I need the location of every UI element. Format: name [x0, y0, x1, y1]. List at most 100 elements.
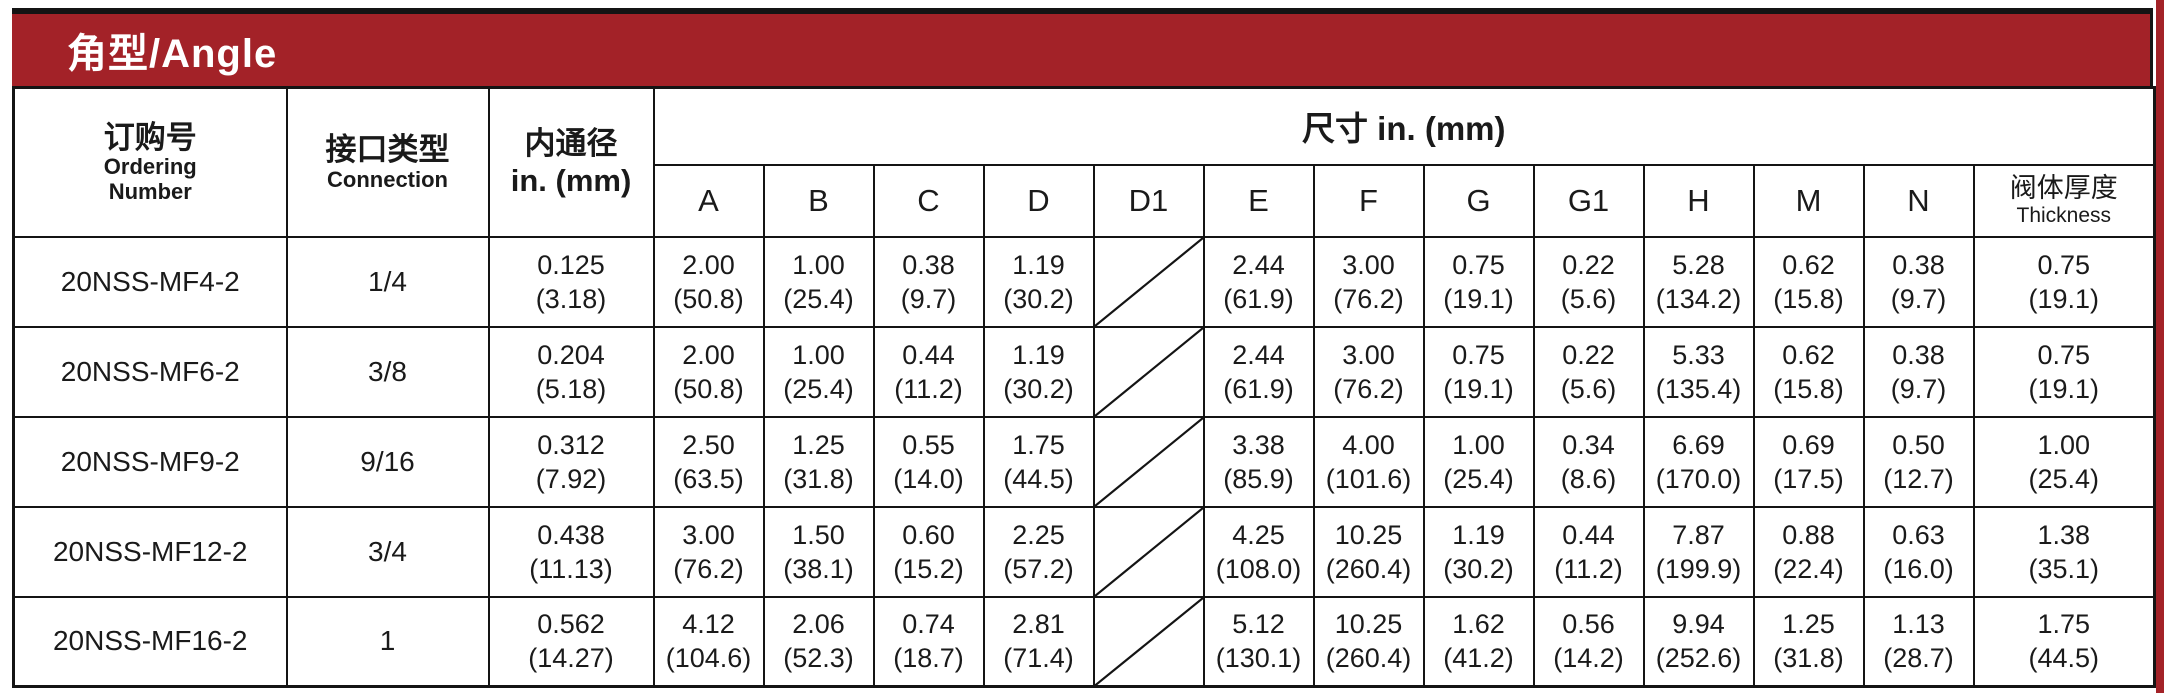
cell-ordering-number: 20NSS-MF9-2	[12, 415, 288, 508]
cell-dim-F: 3.00 (76.2)	[1312, 325, 1425, 418]
header-size-group: 尺寸 in. (mm)	[652, 86, 2156, 166]
header-ordering-number-zh: 订购号	[103, 119, 197, 155]
section-title-bar: 角型/Angle	[12, 14, 2153, 86]
cell-dim-B: 2.06 (52.3)	[762, 595, 875, 688]
cell-dim-A: 2.00 (50.8)	[652, 325, 765, 418]
cell-dim-D1-blank	[1092, 325, 1205, 418]
header-thickness: 阀体厚度 Thickness	[1972, 163, 2156, 238]
cell-connection: 1	[285, 595, 490, 688]
cell-bore: 0.204 (5.18)	[487, 325, 655, 418]
cell-dim-G1: 0.22 (5.6)	[1532, 235, 1645, 328]
cell-connection: 1/4	[285, 235, 490, 328]
header-ordering-number-en: Ordering Number	[103, 154, 197, 205]
header-dim-B: B	[762, 163, 875, 238]
cell-dim-B: 1.50 (38.1)	[762, 505, 875, 598]
header-dim-A: A	[652, 163, 765, 238]
cell-dim-D: 2.25 (57.2)	[982, 505, 1095, 598]
cell-dim-C: 0.55 (14.0)	[872, 415, 985, 508]
cell-dim-G1: 0.56 (14.2)	[1532, 595, 1645, 688]
cell-dim-G1: 0.22 (5.6)	[1532, 325, 1645, 418]
cell-thickness: 1.00 (25.4)	[1972, 415, 2156, 508]
header-dim-D1: D1	[1092, 163, 1205, 238]
cell-dim-F: 4.00 (101.6)	[1312, 415, 1425, 508]
cell-ordering-number: 20NSS-MF4-2	[12, 235, 288, 328]
cell-dim-G: 0.75 (19.1)	[1422, 325, 1535, 418]
dimensions-table: 订购号 Ordering Number 接口类型 Connection 内通径 …	[12, 86, 2157, 688]
cell-connection: 9/16	[285, 415, 490, 508]
diagonal-slash-line	[1095, 418, 1203, 506]
cell-dim-H: 5.28 (134.2)	[1642, 235, 1755, 328]
cell-dim-M: 1.25 (31.8)	[1752, 595, 1865, 688]
cell-dim-A: 4.12 (104.6)	[652, 595, 765, 688]
cell-dim-G: 0.75 (19.1)	[1422, 235, 1535, 328]
header-dim-H: H	[1642, 163, 1755, 238]
cell-dim-G: 1.19 (30.2)	[1422, 505, 1535, 598]
cell-dim-H: 6.69 (170.0)	[1642, 415, 1755, 508]
cell-connection: 3/8	[285, 325, 490, 418]
cell-dim-E: 2.44 (61.9)	[1202, 235, 1315, 328]
cell-dim-G: 1.00 (25.4)	[1422, 415, 1535, 508]
header-dim-E: E	[1202, 163, 1315, 238]
cell-dim-C: 0.60 (15.2)	[872, 505, 985, 598]
header-dim-G1: G1	[1532, 163, 1645, 238]
header-dim-C: C	[872, 163, 985, 238]
cell-dim-H: 5.33 (135.4)	[1642, 325, 1755, 418]
cell-dim-F: 3.00 (76.2)	[1312, 235, 1425, 328]
cell-thickness: 0.75 (19.1)	[1972, 325, 2156, 418]
cell-bore: 0.438 (11.13)	[487, 505, 655, 598]
cell-dim-N: 0.38 (9.7)	[1862, 325, 1975, 418]
cell-thickness: 0.75 (19.1)	[1972, 235, 2156, 328]
header-dim-M: M	[1752, 163, 1865, 238]
cell-dim-D1-blank	[1092, 505, 1205, 598]
cell-dim-D1-blank	[1092, 595, 1205, 688]
cell-dim-E: 2.44 (61.9)	[1202, 325, 1315, 418]
header-dim-D: D	[982, 163, 1095, 238]
diagonal-slash-line	[1095, 328, 1203, 416]
page-edge-accent-bar	[2156, 0, 2164, 693]
cell-bore: 0.125 (3.18)	[487, 235, 655, 328]
header-thickness-en: Thickness	[2016, 204, 2112, 228]
header-bore: 内通径 in. (mm)	[487, 86, 655, 238]
cell-dim-B: 1.00 (25.4)	[762, 235, 875, 328]
cell-ordering-number: 20NSS-MF6-2	[12, 325, 288, 418]
cell-dim-N: 0.50 (12.7)	[1862, 415, 1975, 508]
cell-dim-D: 2.81 (71.4)	[982, 595, 1095, 688]
header-dim-F: F	[1312, 163, 1425, 238]
cell-dim-E: 3.38 (85.9)	[1202, 415, 1315, 508]
header-connection: 接口类型 Connection	[285, 86, 490, 238]
cell-dim-G1: 0.44 (11.2)	[1532, 505, 1645, 598]
cell-dim-E: 5.12 (130.1)	[1202, 595, 1315, 688]
cell-dim-F: 10.25 (260.4)	[1312, 505, 1425, 598]
diagonal-slash-line	[1095, 508, 1203, 596]
top-rule-line	[12, 8, 2153, 14]
cell-dim-M: 0.62 (15.8)	[1752, 325, 1865, 418]
cell-dim-D1-blank	[1092, 235, 1205, 328]
table-row: 20NSS-MF16-2 1 0.562 (14.27) 4.12 (104.6…	[12, 595, 2156, 688]
cell-dim-C: 0.44 (11.2)	[872, 325, 985, 418]
cell-bore: 0.562 (14.27)	[487, 595, 655, 688]
cell-ordering-number: 20NSS-MF16-2	[12, 595, 288, 688]
header-connection-en: Connection	[327, 166, 448, 192]
cell-dim-B: 1.25 (31.8)	[762, 415, 875, 508]
table-row: 20NSS-MF9-2 9/16 0.312 (7.92) 2.50 (63.5…	[12, 415, 2156, 508]
cell-dim-C: 0.38 (9.7)	[872, 235, 985, 328]
cell-thickness: 1.38 (35.1)	[1972, 505, 2156, 598]
cell-dim-A: 2.50 (63.5)	[652, 415, 765, 508]
header-thickness-zh: 阀体厚度	[2009, 173, 2118, 204]
cell-dim-M: 0.69 (17.5)	[1752, 415, 1865, 508]
table-row: 20NSS-MF6-2 3/8 0.204 (5.18) 2.00 (50.8)…	[12, 325, 2156, 418]
header-ordering-number: 订购号 Ordering Number	[12, 86, 288, 238]
cell-thickness: 1.75 (44.5)	[1972, 595, 2156, 688]
cell-dim-M: 0.88 (22.4)	[1752, 505, 1865, 598]
cell-bore: 0.312 (7.92)	[487, 415, 655, 508]
cell-dim-F: 10.25 (260.4)	[1312, 595, 1425, 688]
cell-dim-A: 2.00 (50.8)	[652, 235, 765, 328]
cell-dim-N: 1.13 (28.7)	[1862, 595, 1975, 688]
cell-dim-D: 1.19 (30.2)	[982, 235, 1095, 328]
cell-dim-H: 9.94 (252.6)	[1642, 595, 1755, 688]
cell-dim-B: 1.00 (25.4)	[762, 325, 875, 418]
cell-dim-G1: 0.34 (8.6)	[1532, 415, 1645, 508]
diagonal-slash-line	[1095, 598, 1203, 686]
cell-dim-H: 7.87 (199.9)	[1642, 505, 1755, 598]
